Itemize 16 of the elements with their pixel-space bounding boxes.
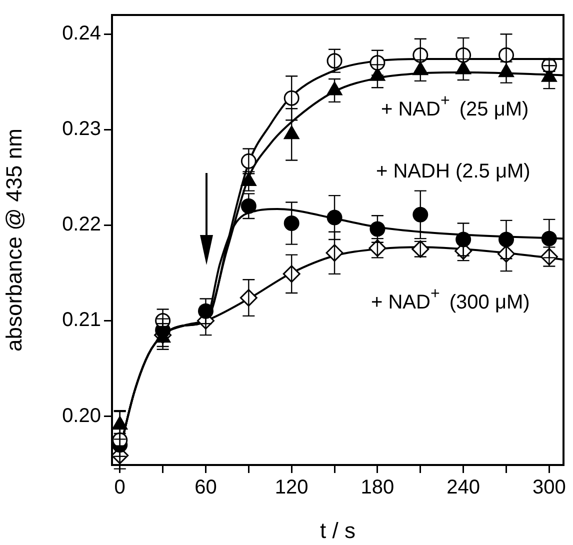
y-axis-title: absorbance @ 435 nm	[1, 128, 26, 352]
annotation: + NAD+ (300 μM)	[371, 285, 530, 314]
y-tick-label: 0.20	[62, 404, 101, 427]
x-tick-label: 240	[446, 476, 480, 499]
annotation: + NAD+ (25 μM)	[381, 92, 529, 121]
x-tick-label: 0	[114, 476, 126, 499]
x-tick-label: 120	[274, 476, 308, 499]
x-tick-label: 180	[360, 476, 394, 499]
y-tick-label: 0.23	[62, 118, 101, 140]
y-tick-label: 0.21	[62, 309, 101, 332]
annotation: + NADH (2.5 μM)	[376, 160, 530, 183]
x-tick-label: 300	[532, 476, 566, 499]
x-tick-label: 60	[194, 476, 217, 499]
x-axis-title: t / s	[320, 518, 356, 543]
y-tick-label: 0.22	[62, 214, 101, 236]
y-tick-label: 0.24	[62, 22, 101, 45]
